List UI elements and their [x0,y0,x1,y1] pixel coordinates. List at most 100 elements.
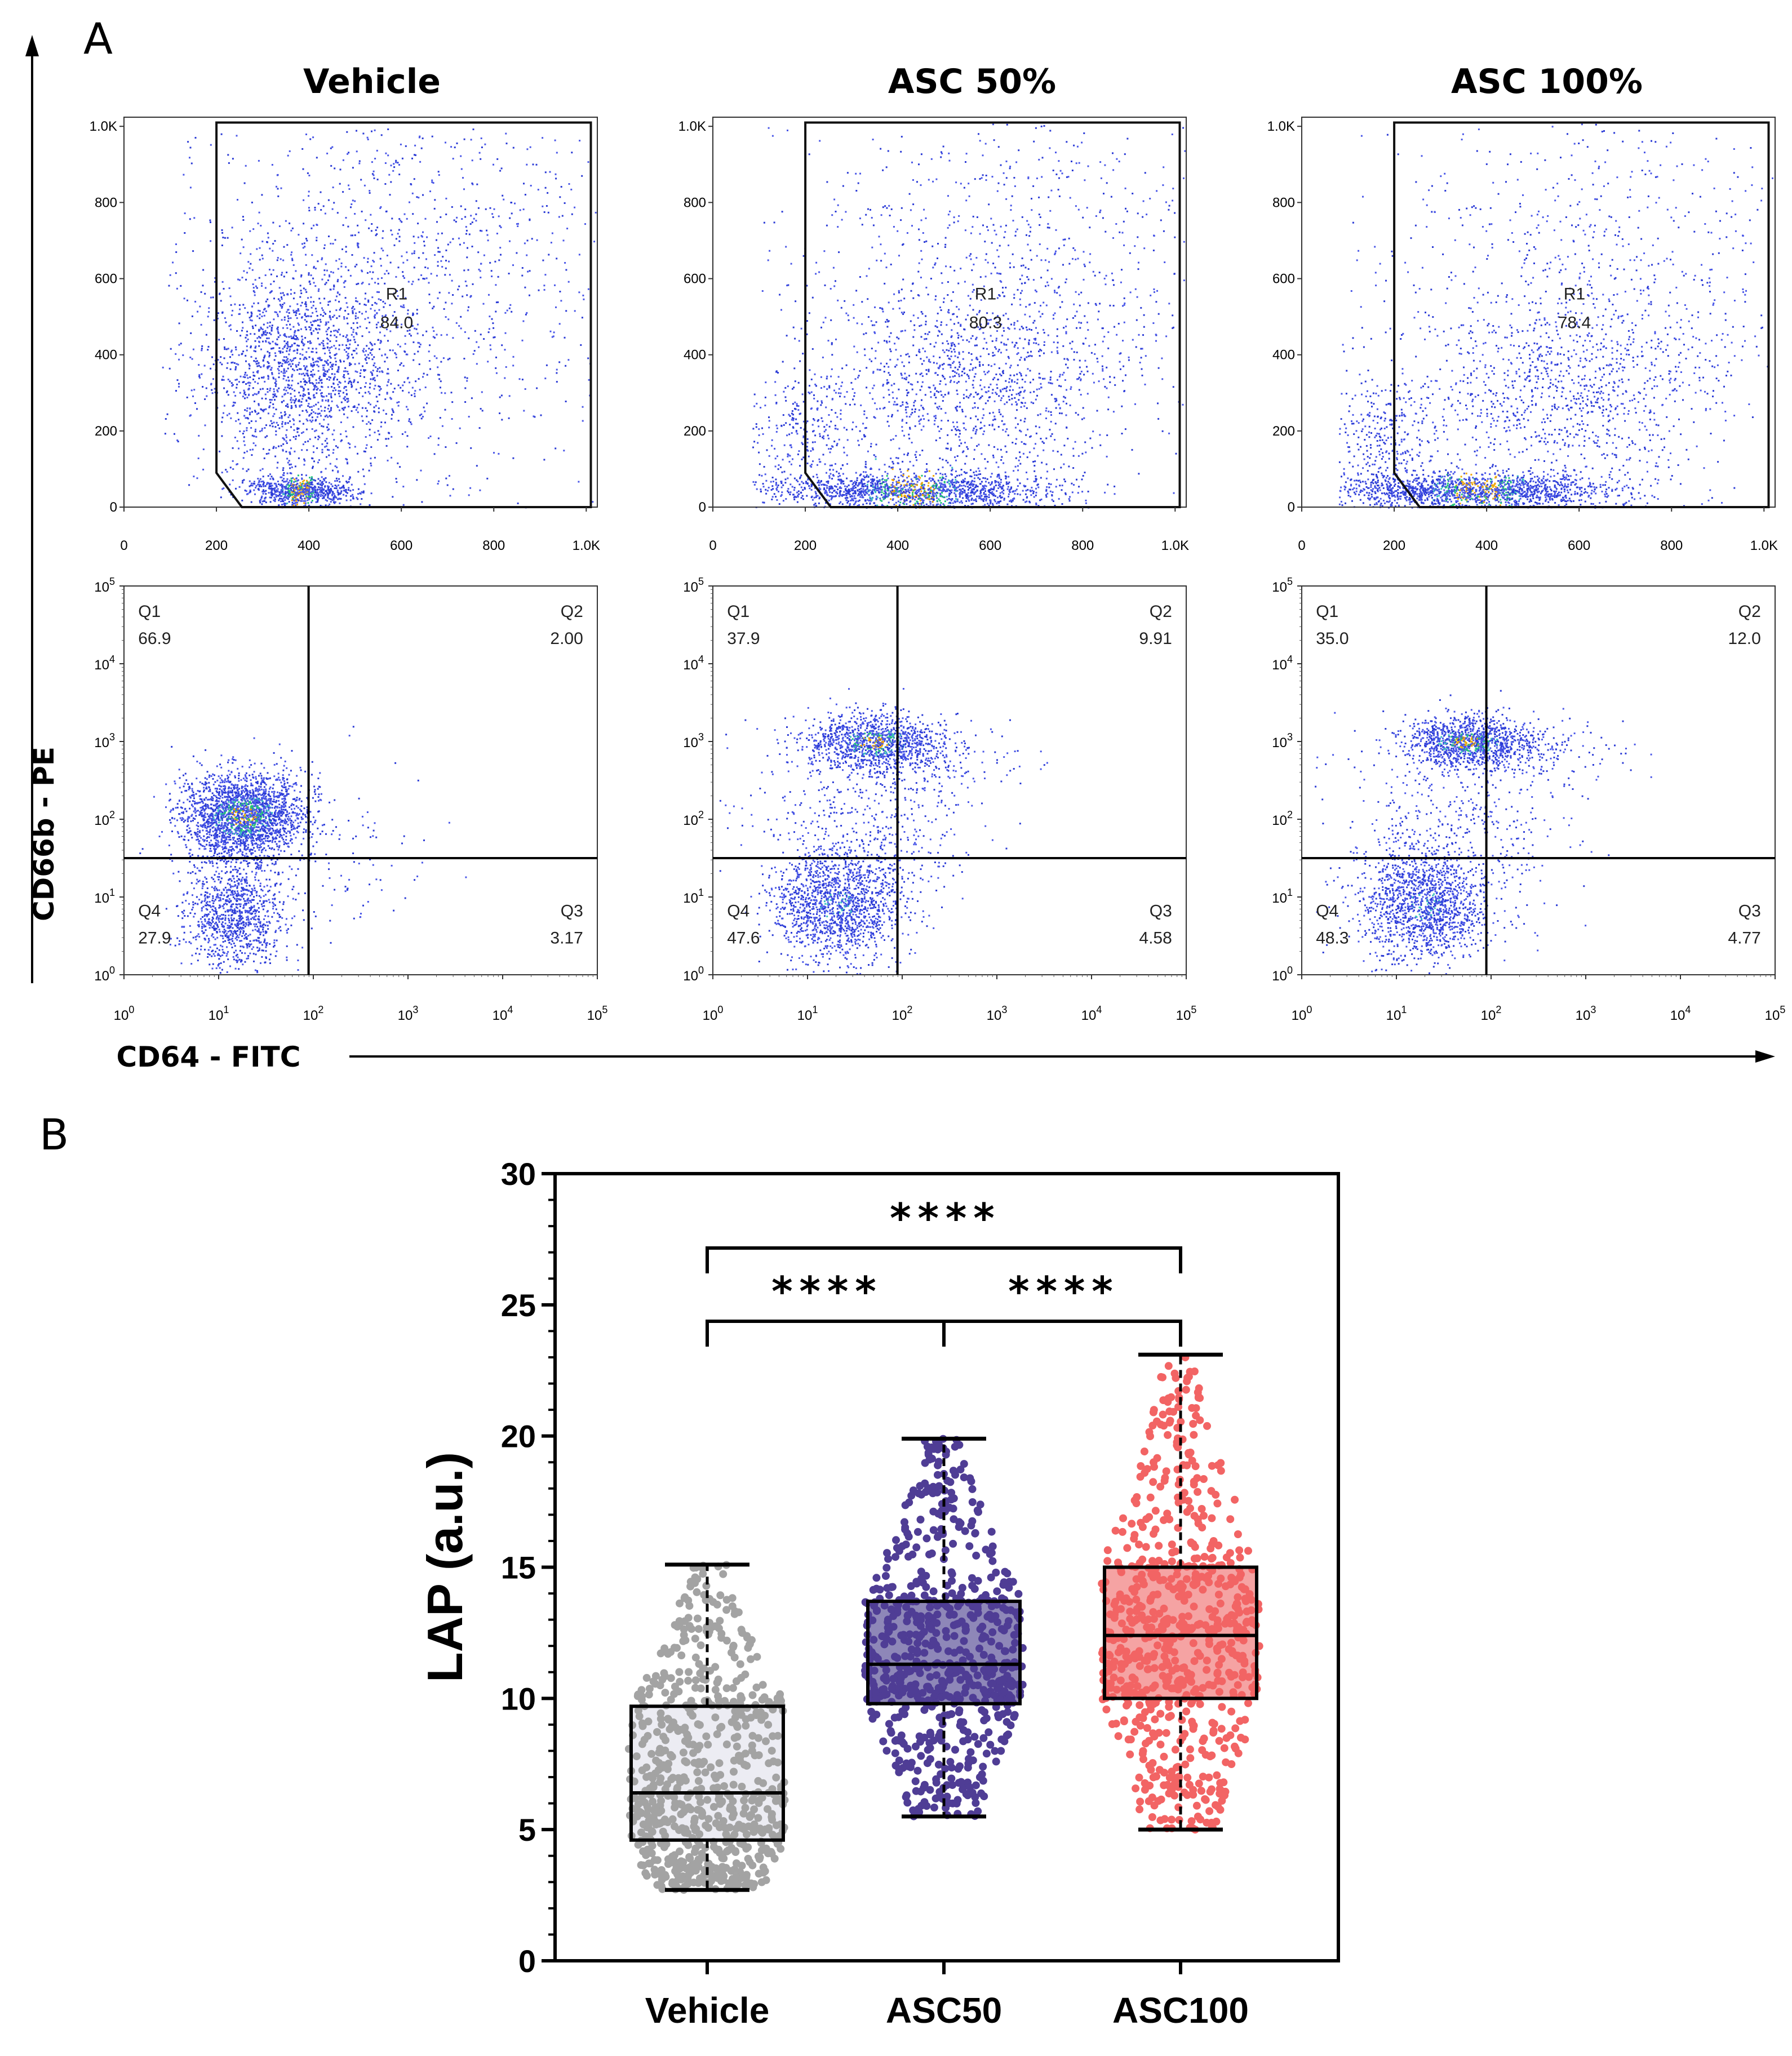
event-dot [982,485,984,487]
event-dot [380,421,383,423]
event-dot [231,227,233,229]
event-dot [305,474,307,477]
event-dot [363,304,366,305]
event-dot [1011,398,1013,400]
event-dot [333,387,335,389]
event-dot [361,415,363,418]
event-dot [1078,321,1080,323]
event-dot [943,496,945,499]
event-dot [948,482,951,485]
event-dot [265,398,267,400]
event-dot [286,311,288,313]
event-dot [337,279,339,281]
event-dot [250,356,252,358]
event-dot [419,343,422,345]
event-dot [765,479,768,482]
event-dot [363,348,365,350]
event-dot [955,486,957,489]
event-dot [308,281,311,283]
event-dot [278,287,281,289]
event-dot [314,479,317,482]
event-dot [348,152,350,154]
event-dot [278,370,280,372]
event-dot [357,244,359,246]
event-dot [301,338,304,340]
event-dot [277,315,279,317]
event-dot [991,242,993,244]
event-dot [411,192,414,194]
event-dot [873,489,876,491]
event-dot [367,421,370,423]
event-dot [521,267,524,269]
event-dot [254,430,256,433]
event-dot [320,209,322,211]
event-dot [571,213,573,215]
event-dot [420,274,423,276]
event-dot [292,264,295,266]
event-dot [897,495,899,498]
event-dot [846,501,849,504]
event-dot [178,358,180,361]
event-dot [1023,390,1025,393]
event-dot [323,311,325,313]
event-dot [349,274,352,277]
event-dot [869,503,871,505]
event-dot [526,163,528,166]
event-dot [932,500,934,503]
event-dot [331,400,333,402]
event-dot [168,367,171,370]
event-dot [958,445,960,447]
event-dot [397,233,399,235]
event-dot [252,374,255,376]
event-dot [392,391,394,393]
event-dot [288,363,290,366]
event-dot [263,331,264,333]
event-dot [294,502,296,504]
event-dot [961,371,964,372]
event-dot [308,489,311,491]
event-dot [329,362,331,363]
event-dot [320,191,322,193]
event-dot [263,489,264,491]
event-dot [377,283,379,285]
event-dot [317,486,320,489]
event-dot [955,490,957,492]
event-dot [299,313,301,315]
event-dot [275,311,277,313]
event-dot [254,381,256,383]
event-dot [833,495,835,498]
event-dot [473,350,476,352]
event-dot [1004,475,1006,477]
event-dot [249,365,251,367]
event-dot [286,442,288,444]
event-dot [219,450,221,452]
event-dot [900,488,902,490]
event-dot [243,430,245,432]
event-dot [347,401,348,403]
event-dot [229,380,231,383]
event-dot [428,437,430,439]
event-dot [312,136,314,139]
event-dot [332,452,334,454]
event-dot [415,154,416,156]
event-dot [993,499,996,501]
event-dot [1049,490,1052,492]
event-dot [452,238,454,240]
event-dot [289,363,291,365]
event-dot [323,372,325,374]
event-dot [364,392,366,394]
event-dot [858,504,860,506]
event-dot [324,212,326,215]
event-dot [312,358,314,361]
event-dot [409,329,411,331]
event-dot [261,241,264,243]
event-dot [776,489,778,491]
event-dot [360,369,362,371]
event-dot [970,481,973,483]
event-dot [378,298,380,300]
event-dot [273,297,275,300]
event-dot [886,479,888,481]
event-dot [440,361,442,363]
event-dot [255,393,258,396]
